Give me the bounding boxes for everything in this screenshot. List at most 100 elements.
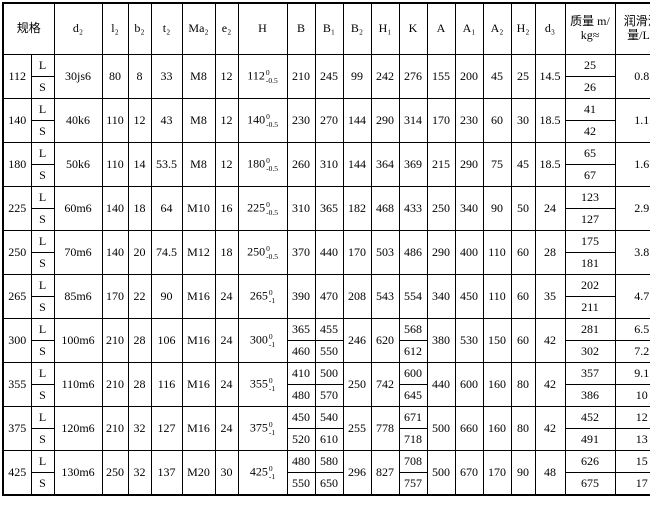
tolerance-stack: 0 -0.5 (266, 200, 278, 217)
cell-B1: 455 (314, 318, 344, 341)
cell-size: 225 (2, 186, 32, 231)
spec-table: 规格 d₂ l₂ b₂ t₂ Ma₂ e₂ H B B₁ B₂ H₁ K A A₁ A₂ H₂ d₃ 质量 m/ k… (2, 2, 650, 496)
cell-Ma2: M10 (181, 186, 216, 231)
cell-b2: 14 (127, 142, 152, 187)
cell-K: 671 (398, 406, 428, 429)
cell-H2: 90 (510, 450, 536, 496)
cell-size: 425 (2, 450, 32, 496)
cell-K: 568 (398, 318, 428, 341)
cell-l2: 210 (101, 318, 129, 363)
cell-variant: S (30, 120, 55, 143)
cell-H1: 620 (370, 318, 400, 363)
cell-size: 355 (2, 362, 32, 407)
cell-oil: 10 (614, 384, 650, 407)
cell-A2: 90 (482, 186, 512, 231)
cell-mass: 675 (564, 472, 616, 496)
header-col: B (286, 2, 316, 55)
cell-B1: 245 (314, 54, 344, 99)
cell-mass: 123 (564, 186, 616, 209)
cell-A2: 170 (482, 450, 512, 496)
cell-variant: L (30, 142, 55, 165)
cell-t2: 53.5 (150, 142, 183, 187)
table-row: 225 L 60m6 140 18 64 M10 16 225 0 -0.5 310 365 182 468… (2, 186, 650, 231)
cell-variant: S (30, 252, 55, 275)
cell-variant: S (30, 340, 55, 363)
header-col: H (237, 2, 288, 55)
cell-K: 369 (398, 142, 428, 187)
cell-mass: 42 (564, 120, 616, 143)
cell-l2: 210 (101, 406, 129, 451)
cell-A: 170 (426, 98, 456, 143)
cell-A2: 110 (482, 230, 512, 275)
cell-K: 276 (398, 54, 428, 99)
cell-l2: 250 (101, 450, 129, 496)
table-row: 425 L 130m6 250 32 137 M20 30 425 0 -1 480 580 296 827… (2, 450, 650, 496)
cell-oil: 7.2 (614, 340, 650, 363)
tolerance-bottom: -0.5 (266, 207, 278, 217)
cell-B1: 610 (314, 428, 344, 451)
table-header: 规格 d₂ l₂ b₂ t₂ Ma₂ e₂ H B B₁ B₂ H₁ K A A₁ A₂ H₂ d₃ 质量 m/ k… (2, 2, 650, 55)
tolerance-value: 140 (247, 112, 266, 127)
cell-B: 260 (286, 142, 316, 187)
table-row: 355 L 110m6 210 28 116 M16 24 355 0 -1 410 500 250 742… (2, 362, 650, 407)
table-row: 180 L 50k6 110 14 53.5 M8 12 180 0 -0.5 260 310 144 36… (2, 142, 650, 187)
cell-size: 180 (2, 142, 32, 187)
cell-B2: 144 (342, 142, 372, 187)
cell-b2: 28 (127, 362, 152, 407)
cell-d2: 100m6 (53, 318, 103, 363)
cell-B: 370 (286, 230, 316, 275)
cell-K: 554 (398, 274, 428, 319)
cell-A1: 530 (454, 318, 484, 363)
cell-H2: 80 (510, 362, 536, 407)
cell-variant: S (30, 428, 55, 451)
cell-A2: 160 (482, 406, 512, 451)
tolerance-value: 300 (249, 332, 268, 347)
header-col: H₂ (510, 2, 536, 55)
cell-A: 500 (426, 406, 456, 451)
cell-B: 390 (286, 274, 316, 319)
header-col: d₃ (534, 2, 566, 55)
cell-H2: 50 (510, 186, 536, 231)
cell-e2: 12 (214, 54, 239, 99)
cell-b2: 32 (127, 450, 152, 496)
cell-t2: 64 (150, 186, 183, 231)
cell-Ma2: M20 (181, 450, 216, 496)
cell-d3: 18.5 (534, 142, 566, 187)
cell-d2: 120m6 (53, 406, 103, 451)
cell-oil: 4.7 (614, 274, 650, 319)
tolerance-stack: 0 -1 (268, 331, 275, 349)
cell-A: 440 (426, 362, 456, 407)
cell-A: 290 (426, 230, 456, 275)
cell-A2: 45 (482, 54, 512, 99)
cell-variant: L (30, 230, 55, 253)
tolerance-top: 0 (268, 331, 273, 341)
cell-mass: 202 (564, 274, 616, 297)
cell-oil: 1.6 (614, 142, 650, 187)
cell-A2: 110 (482, 274, 512, 319)
cell-A1: 600 (454, 362, 484, 407)
cell-e2: 30 (214, 450, 239, 496)
cell-H: 180 0 -0.5 (237, 142, 288, 187)
cell-mass: 357 (564, 362, 616, 385)
cell-H1: 503 (370, 230, 400, 275)
tolerance-stack: 0 -1 (269, 288, 275, 305)
tolerance-value: 250 (247, 244, 266, 259)
cell-variant: S (30, 472, 55, 496)
cell-e2: 18 (214, 230, 239, 275)
cell-B1: 310 (314, 142, 344, 187)
tolerance-stack: 0 -1 (268, 376, 276, 393)
cell-d3: 42 (534, 318, 566, 363)
tolerance-stack: 0 -1 (269, 464, 275, 481)
cell-mass: 67 (564, 164, 616, 187)
header-col: A (426, 2, 456, 55)
cell-l2: 170 (101, 274, 129, 319)
cell-H2: 30 (510, 98, 536, 143)
cell-B1: 650 (314, 472, 344, 496)
tolerance-bottom: -1 (268, 383, 276, 393)
cell-H1: 242 (370, 54, 400, 99)
cell-H2: 45 (510, 142, 536, 187)
cell-B: 450 (286, 406, 316, 429)
cell-Ma2: M16 (181, 318, 216, 363)
header-spec: 规格 (2, 2, 55, 55)
cell-oil: 1.1 (614, 98, 650, 143)
